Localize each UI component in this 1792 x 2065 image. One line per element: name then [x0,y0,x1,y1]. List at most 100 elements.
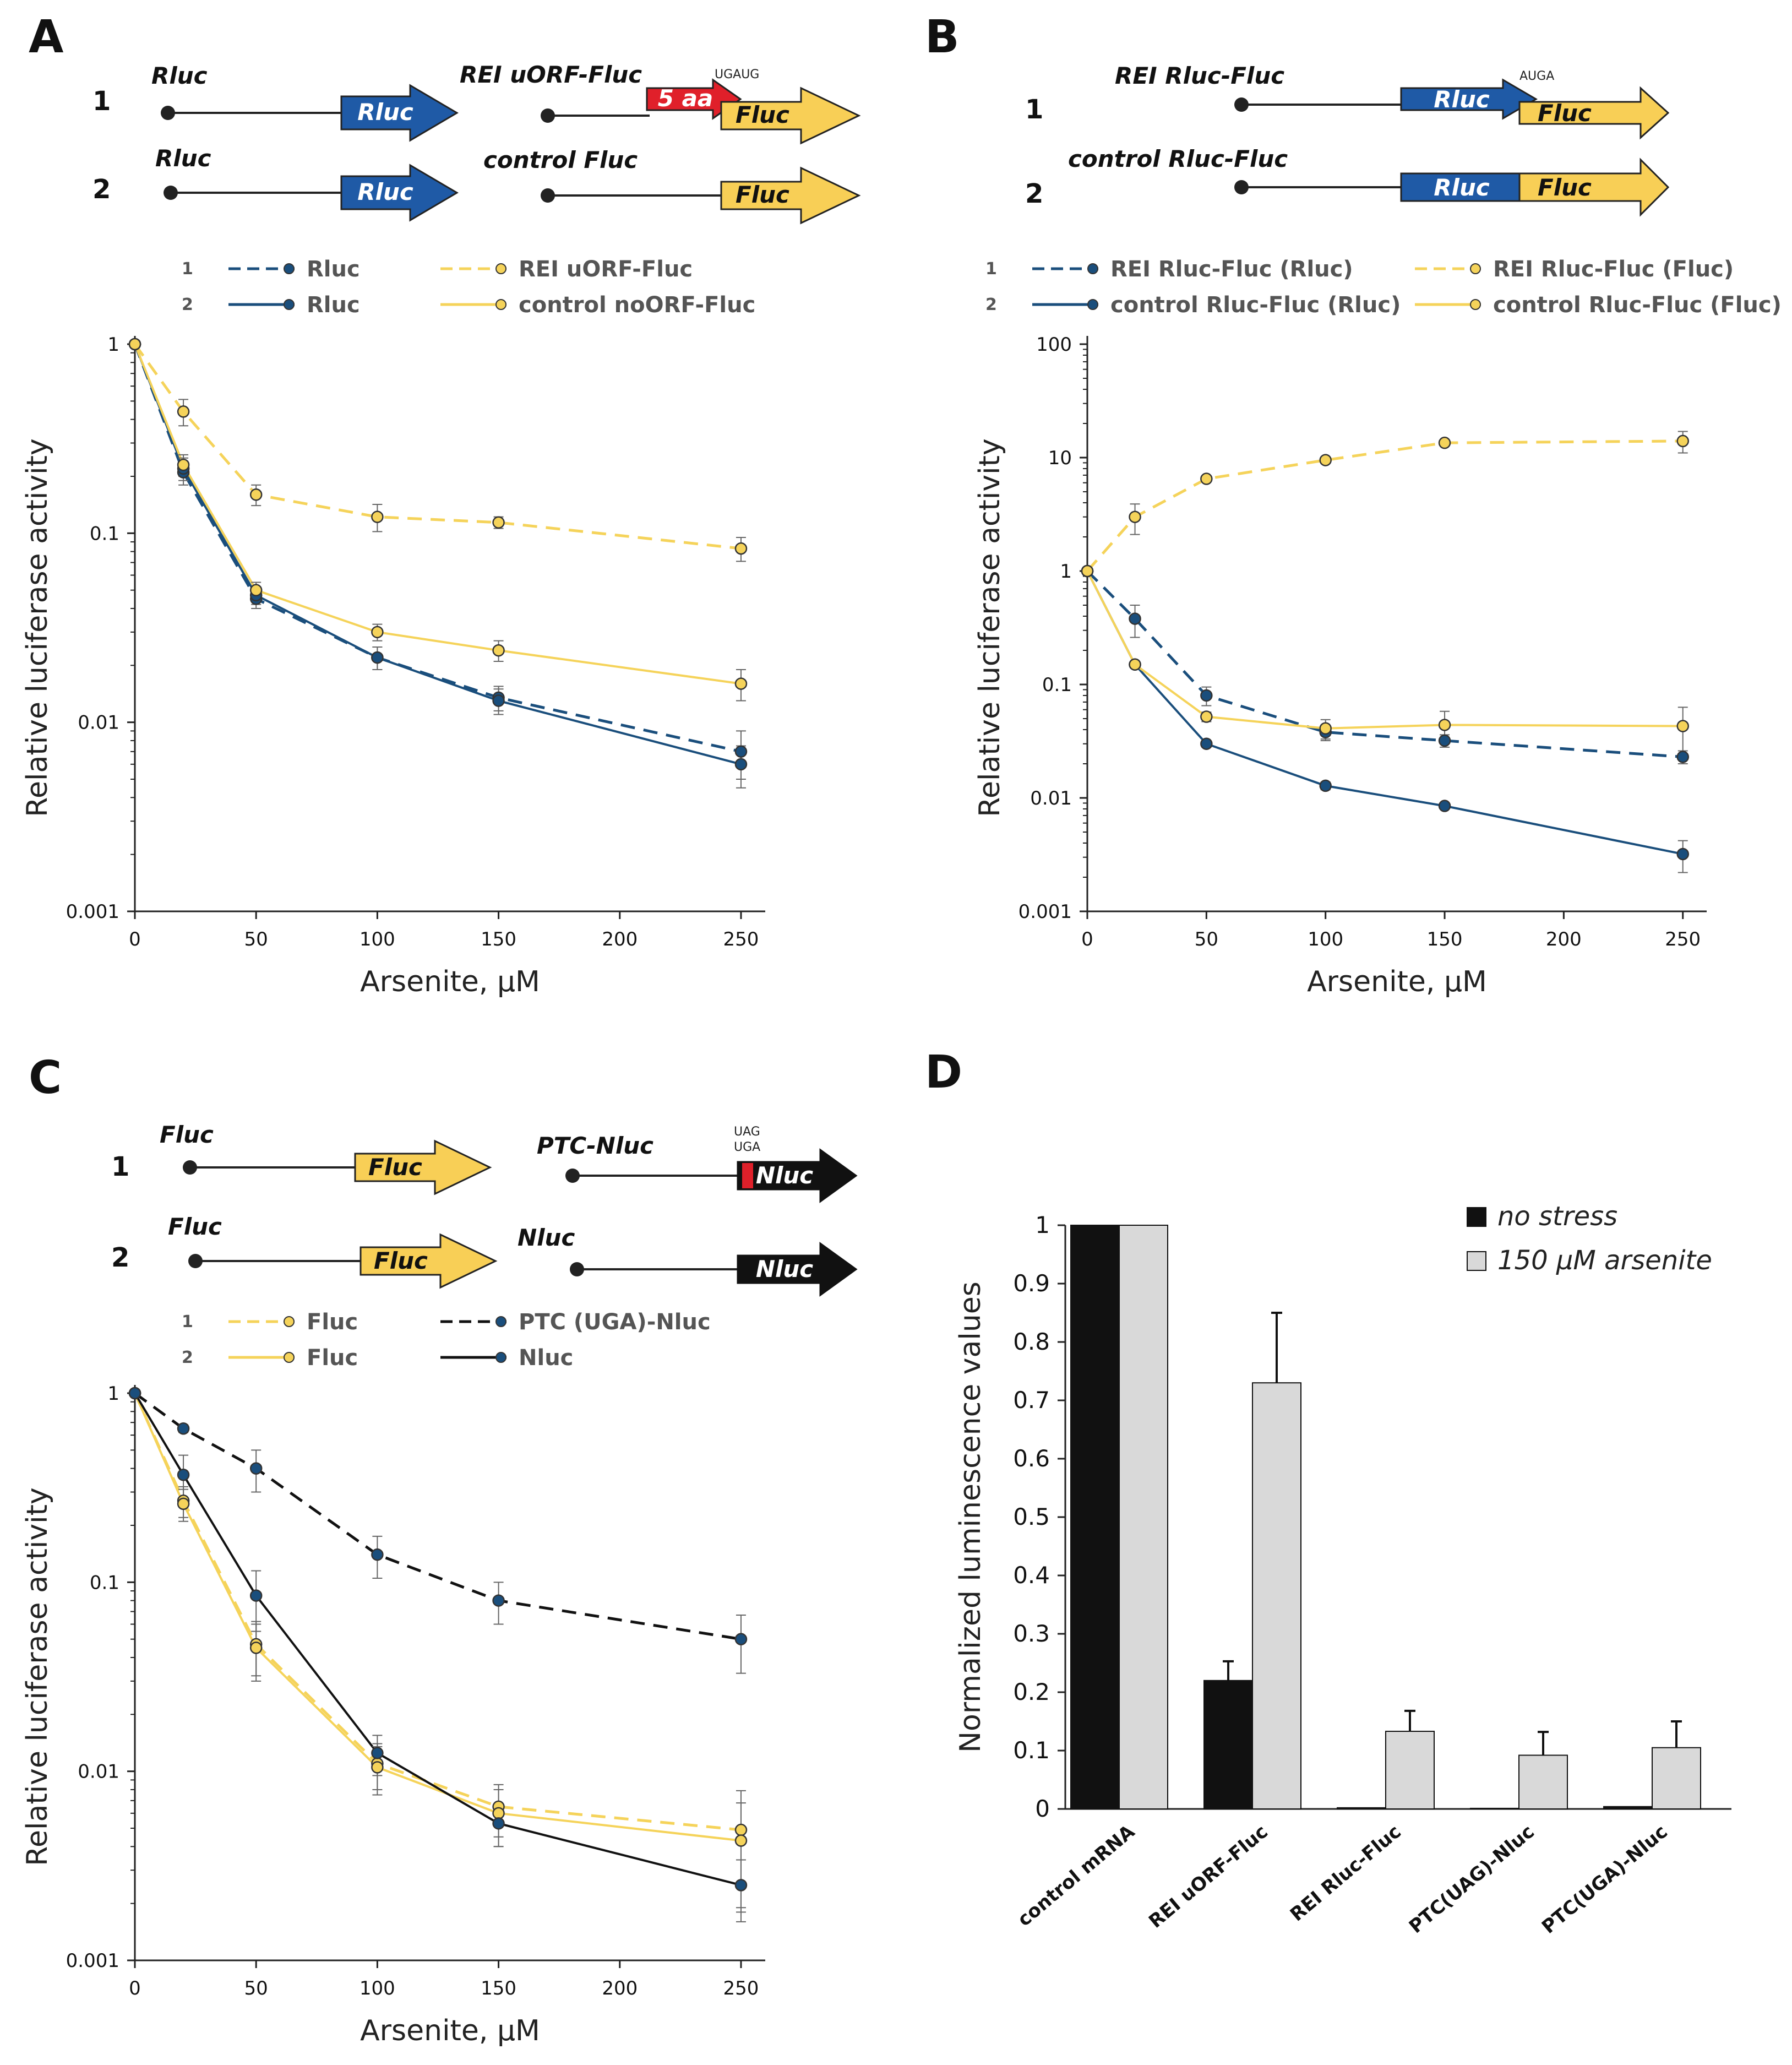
legend-marker [1470,299,1481,310]
y-tick-label: 0.2 [1013,1678,1050,1705]
panel-c-construct-2: 2 Fluc Fluc Nluc Nluc [111,1213,858,1297]
data-point [371,626,384,639]
bar [1070,1225,1120,1809]
panel-a-construct-1: 1 Rluc Rluc REI uORF-Fluc 5 aa Fluc UGAU… [92,61,861,145]
fluc-gene-arrow [720,166,861,225]
bar [1252,1382,1301,1809]
legend-label: Rluc [307,257,360,282]
data-point [177,458,190,471]
codon-mark: AUGA [1519,69,1554,83]
panel-letter-c: C [29,1052,62,1104]
data-point [249,584,263,596]
data-point [1129,510,1141,523]
y-tick-label: 0.001 [1018,901,1072,923]
legend-number: 2 [985,295,997,314]
bar [1337,1807,1386,1809]
data-point [1081,564,1094,578]
y-tick-label: 0.5 [1013,1503,1050,1530]
bar [1652,1747,1701,1809]
legend-label: 150 μM arsenite [1497,1245,1712,1276]
x-tick-label: 50 [244,928,268,950]
ptc-mark [742,1163,753,1188]
y-axis-title: Relative luciferase activity [21,438,54,817]
x-tick-label: 200 [1546,928,1582,950]
x-tick-label: 100 [360,928,395,950]
x-tick-label: 200 [602,1977,638,1999]
data-point [734,1879,748,1892]
data-point [128,1387,141,1400]
data-point [249,1462,263,1475]
panel-letter-d: D [925,1046,962,1099]
gene-label: Fluc [374,1247,428,1274]
legend-marker [495,1352,506,1363]
data-point [249,1589,263,1602]
panel-b: B 1 REI Rluc-Fluc Rluc Fluc AUGA 2 contr… [925,11,1670,217]
legend-marker [284,1352,295,1363]
y-tick-label: 0.7 [1013,1387,1050,1414]
x-tick-label: 50 [1195,928,1218,950]
x-tick-label: 50 [244,1977,268,1999]
x-tick-label: 200 [602,928,638,950]
bar [1119,1225,1168,1809]
data-point [492,1817,505,1830]
legend-label: control noORF-Fluc [519,292,755,318]
construct-label: Rluc [155,145,211,172]
series-line [134,344,742,685]
panel-b-construct-1: 1 REI Rluc-Fluc Rluc Fluc AUGA [1025,62,1670,140]
y-tick-label: 0.1 [1013,1737,1050,1764]
y-axis-title: Relative luciferase activity [973,438,1006,817]
data-point [371,510,384,523]
data-point [1200,710,1213,723]
category-label: REI uORF-Fluc [1145,1821,1272,1932]
y-tick-label: 0.1 [90,523,119,545]
codon-mark: UAG [734,1125,760,1139]
y-tick-label: 0.4 [1013,1562,1050,1589]
y-tick-label: 0.8 [1013,1328,1050,1355]
x-tick-label: 250 [723,928,759,950]
data-point [492,516,505,529]
legend-label: Fluc [307,1345,358,1371]
fluc-gene-arrow [720,86,861,145]
legend-marker [1087,299,1098,310]
row-number: 1 [1025,94,1043,125]
y-tick-label: 0.3 [1013,1620,1050,1647]
y-tick-label: 0.01 [1030,787,1072,809]
row-number: 2 [92,174,111,205]
legend-label: REI uORF-Fluc [519,257,693,282]
bar [1470,1807,1519,1809]
legend-label: no stress [1497,1201,1617,1232]
x-tick-label: 250 [1665,928,1701,950]
legend-marker [284,263,295,274]
data-point [177,405,190,418]
legend-label: Rluc [307,292,360,318]
gene-label: Rluc [357,99,413,126]
data-point [371,1548,384,1561]
chart-c: 0.001 0.01 0.1 1 0 50 100 150 200 250 Arsenite, µM… [21,1309,765,2047]
data-point [734,758,748,771]
legend-number: 2 [182,1348,193,1367]
data-point [734,1834,748,1847]
uorf-label: 5 aa [658,85,713,112]
x-axis-title: Arsenite, µM [1307,965,1487,998]
fluc-gene-arrow [1518,86,1670,140]
y-axis-title: Relative luciferase activity [21,1487,54,1866]
construct-label: REI Rluc-Fluc [1115,62,1284,89]
construct-label: control Rluc-Fluc [1068,145,1288,172]
data-point [1319,779,1332,792]
y-tick-label: 1 [107,334,119,356]
data-point [492,1594,505,1607]
y-tick-label: 10 [1048,447,1072,469]
legend-marker [1470,263,1481,274]
category-label: control mRNA [1014,1821,1139,1931]
rluc-gene-arrow [340,164,459,222]
data-point [734,1823,748,1836]
y-tick-label: 1 [107,1383,119,1405]
legend-number: 1 [985,259,997,279]
chart-d: 0 0.1 0.2 0.3 0.4 0.5 0.6 0.7 0.8 0.9 1 Normalized … [954,1201,1731,1938]
y-tick-label: 1 [1060,561,1072,583]
series-line [133,343,742,550]
rluc-gene-arrow [340,84,459,142]
category-label: PTC(UAG)-Nluc [1405,1821,1539,1938]
series-line [134,1392,742,1887]
legend-label: control Rluc-Fluc (Fluc) [1493,292,1782,318]
